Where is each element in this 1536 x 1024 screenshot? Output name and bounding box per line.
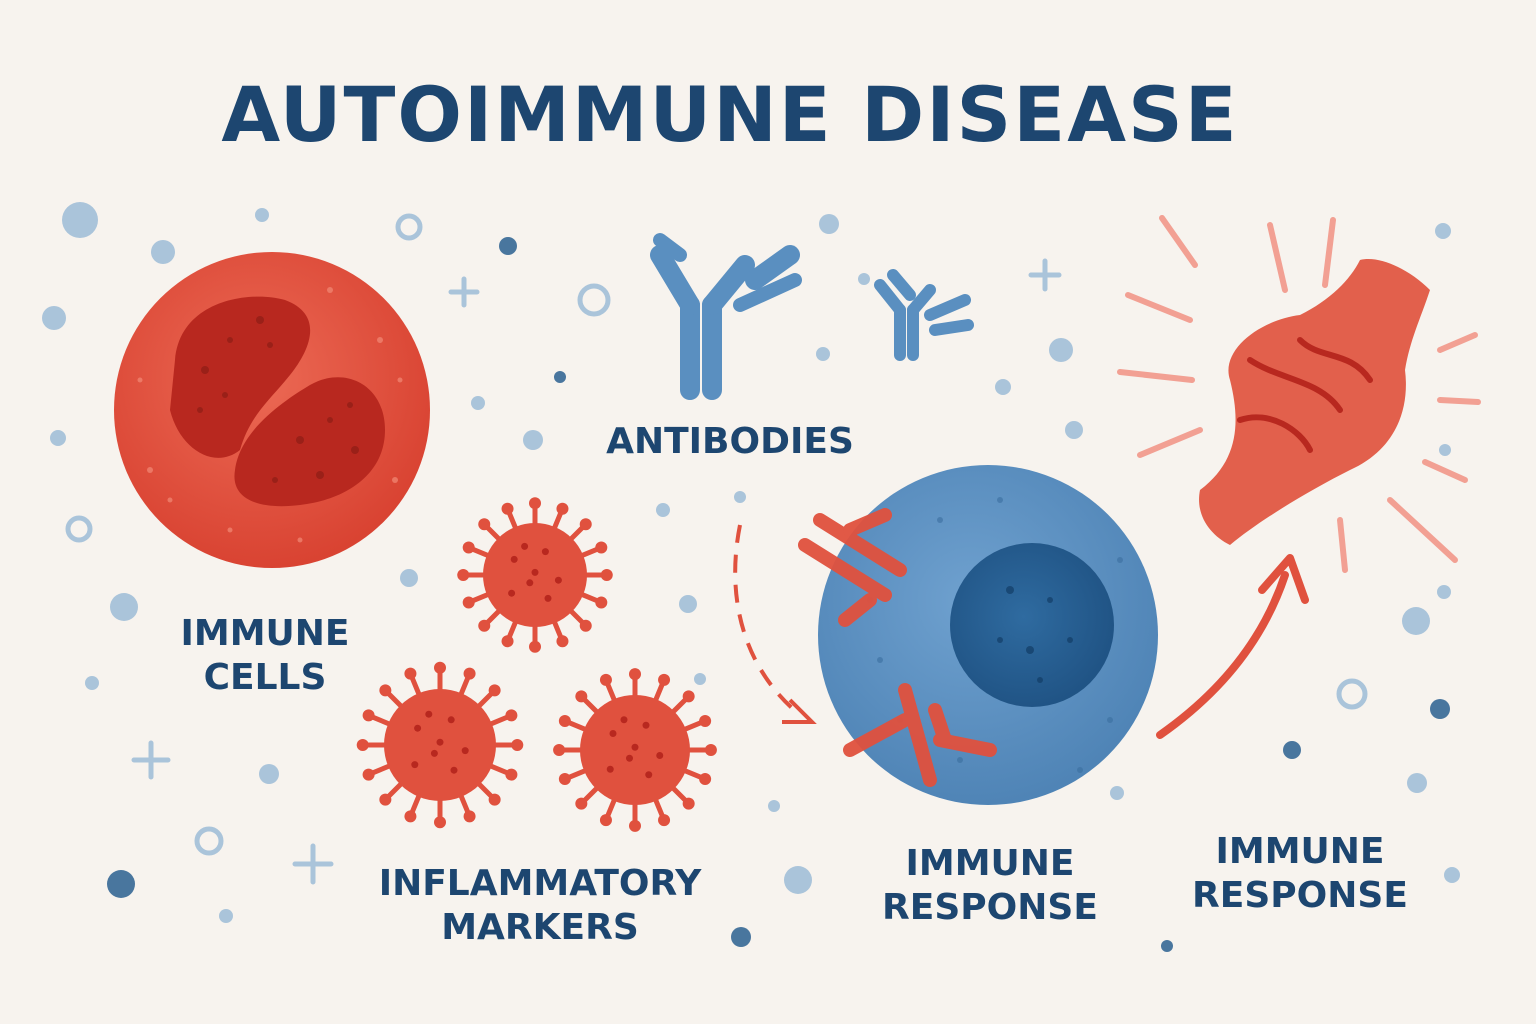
inflammatory-marker-icon-1 [457, 497, 613, 653]
antibody-icon [650, 233, 802, 400]
label-inflammatory-markers: INFLAMMATORY MARKERS [378, 863, 702, 948]
page-title: AUTOIMMUNE DISEASE [221, 70, 1239, 159]
background-particles [42, 202, 1460, 952]
dashed-arrow-icon [733, 524, 817, 724]
lymphocyte-cell-icon [798, 465, 1158, 805]
inflammatory-marker-icon-2 [356, 661, 524, 829]
curved-arrow-icon [1156, 554, 1309, 739]
inflamed-tissue-icon [1117, 215, 1481, 573]
label-immune-cells: IMMUNE CELLS [180, 613, 350, 698]
label-immune-response-cell: IMMUNE RESPONSE [882, 843, 1098, 928]
label-immune-response-tissue: IMMUNE RESPONSE [1192, 831, 1408, 916]
neutrophil-cell-icon [114, 252, 430, 568]
label-antibodies: ANTIBODIES [606, 421, 854, 462]
inflammatory-marker-icon-3 [553, 668, 717, 832]
antibody-small-icon [874, 269, 974, 361]
